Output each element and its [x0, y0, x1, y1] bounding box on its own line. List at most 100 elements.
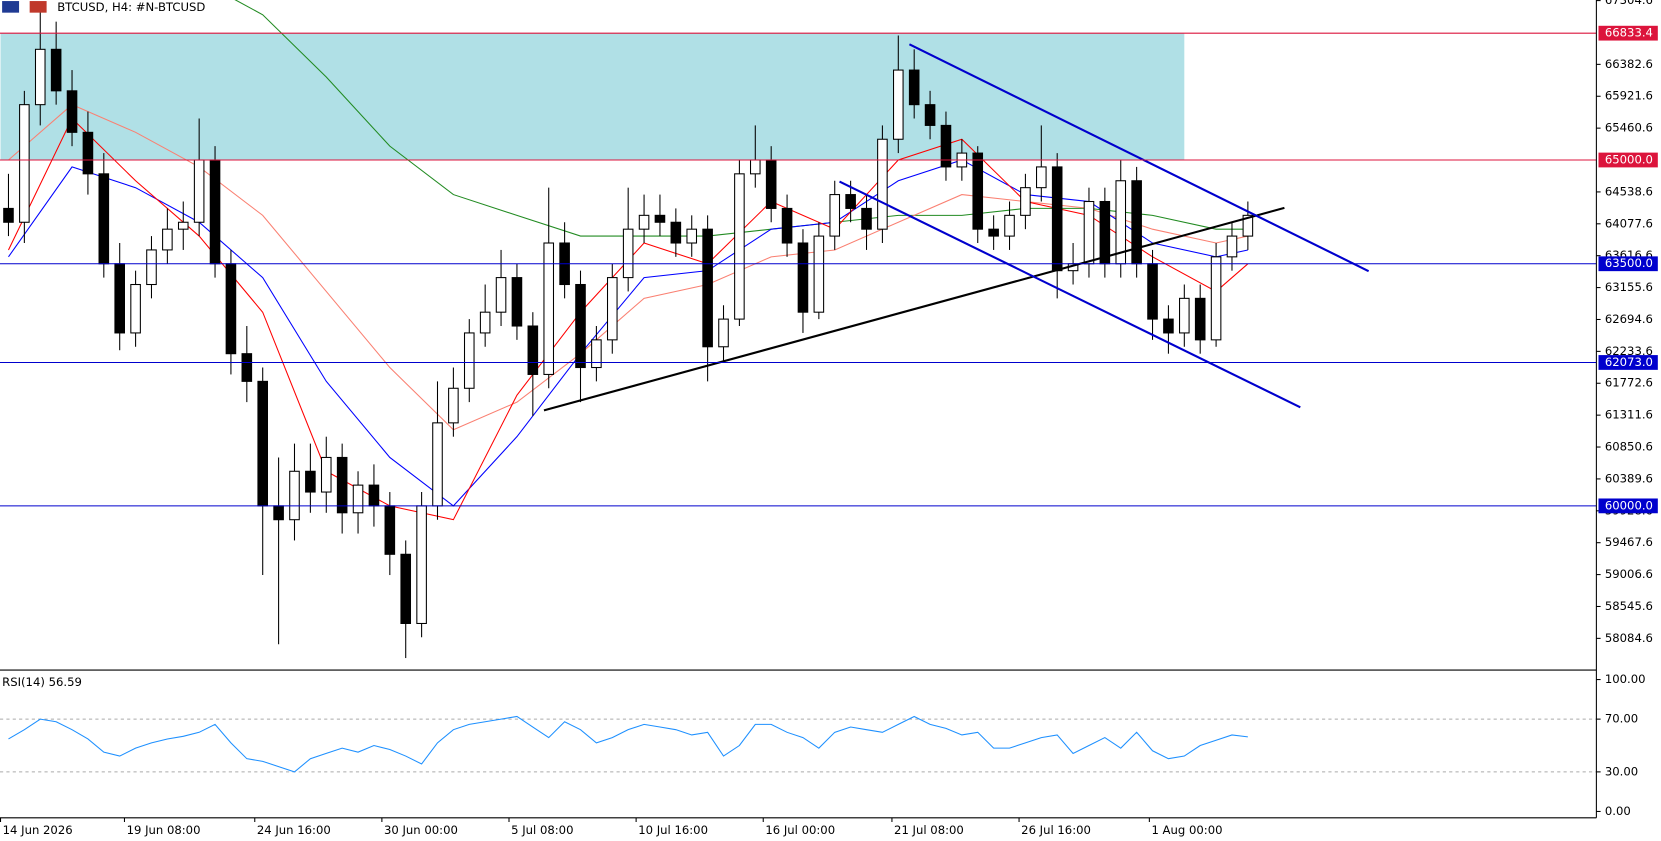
candle-body [988, 228, 999, 237]
candle-body [1242, 214, 1254, 237]
level-label-box [1598, 25, 1658, 41]
level-label-box [1598, 498, 1658, 514]
x-tick-label: 19 Jun 08:00 [127, 823, 201, 837]
candle-body [829, 194, 841, 237]
candle-body [50, 48, 62, 92]
level-label: 63500.0 [1605, 256, 1653, 270]
candle-body [1020, 187, 1031, 216]
level-label: 65000.0 [1605, 153, 1653, 167]
candle-body [336, 456, 348, 514]
y-tick-label: 64077.6 [1605, 216, 1653, 230]
trendline [839, 180, 1301, 409]
candle-body [765, 159, 777, 209]
rsi-tick-label: 30.00 [1605, 764, 1638, 778]
candle-body [527, 325, 539, 375]
candle-body [193, 159, 205, 223]
candle-body [495, 277, 507, 313]
y-tick-label: 59467.6 [1605, 535, 1653, 549]
rsi-title: RSI(14) 56.59 [2, 675, 82, 689]
candle-body [543, 242, 555, 375]
candle-body [781, 207, 793, 244]
candle-body [305, 470, 316, 493]
candle-body [861, 207, 872, 230]
candle-body [82, 131, 94, 175]
candle-body [686, 228, 698, 244]
candle-body [146, 249, 157, 286]
candle-body [320, 456, 332, 493]
price-pane [0, 0, 1597, 659]
candle-body [241, 353, 253, 382]
rsi-line [8, 715, 1248, 773]
candle-body [19, 104, 30, 223]
candle-body [940, 124, 952, 168]
candle-body [1036, 166, 1047, 189]
rsi-tick-label: 70.00 [1605, 712, 1638, 726]
candle-body [702, 228, 713, 348]
candle-body [1131, 180, 1142, 265]
candle-body [575, 283, 586, 369]
x-tick-label: 21 Jul 08:00 [894, 823, 964, 837]
x-tick-label: 10 Jul 16:00 [638, 823, 708, 837]
level-label: 66833.4 [1605, 26, 1653, 40]
supply-zone [0, 33, 1185, 160]
y-tick-label: 59006.6 [1605, 567, 1653, 581]
candle-body [1194, 297, 1206, 341]
level-label-box [1598, 152, 1658, 168]
candle-body [273, 505, 284, 521]
candle-body [177, 221, 189, 230]
candle-body [1004, 214, 1015, 237]
candle-body [3, 207, 14, 223]
candle-body [34, 48, 46, 106]
candle-body [734, 173, 745, 320]
candle-body [1099, 200, 1111, 265]
y-tick-label: 61772.6 [1605, 376, 1653, 390]
candle-body [1226, 235, 1238, 258]
candle-body [225, 263, 237, 355]
candle-body [797, 242, 809, 313]
rsi-tick-label: 100.00 [1605, 672, 1646, 686]
candle-body [622, 228, 634, 279]
candle-body [416, 505, 427, 624]
x-tick-label: 16 Jul 00:00 [765, 823, 835, 837]
candle-body [1051, 166, 1063, 272]
rsi-tick-label: 0.00 [1605, 804, 1631, 818]
candle-body [591, 339, 602, 369]
x-tick-label: 24 Jun 16:00 [257, 823, 331, 837]
y-tick-label: 65921.6 [1605, 89, 1653, 103]
candle-body [511, 277, 523, 327]
y-tick-label: 66382.6 [1605, 57, 1653, 71]
trendline [543, 206, 1285, 412]
x-tick-label: 30 Jun 00:00 [384, 823, 458, 837]
candle-body [66, 90, 78, 133]
x-tick-label: 26 Jul 16:00 [1021, 823, 1091, 837]
candle-body [257, 380, 269, 507]
level-label-box [1598, 355, 1658, 370]
x-tick-label: 1 Aug 00:00 [1151, 823, 1222, 837]
y-tick-label: 60850.6 [1605, 440, 1653, 454]
candle-body [718, 318, 729, 348]
candle-body [98, 173, 110, 265]
level-label-box [1598, 256, 1658, 272]
candle-body [606, 277, 618, 341]
rsi-pane [0, 715, 1597, 773]
candle-body [670, 221, 682, 244]
candle-body [114, 263, 125, 334]
candle-body [209, 159, 221, 265]
candle-body [1147, 263, 1158, 320]
level-label: 60000.0 [1605, 498, 1653, 512]
candle-body [845, 194, 856, 209]
candle-body [813, 235, 825, 313]
candle-body [1210, 256, 1222, 341]
candle-body [400, 553, 412, 624]
candle-body [877, 138, 888, 230]
x-tick-label: 5 Jul 08:00 [511, 823, 573, 837]
icon [2, 1, 20, 13]
candle-body [924, 104, 936, 126]
candle-body [479, 311, 491, 334]
candle-body [638, 214, 650, 230]
y-tick-label: 58545.6 [1605, 599, 1653, 613]
candle-body [448, 387, 459, 424]
symbol-title: BTCUSD, H4: #N-BTCUSD [57, 0, 205, 14]
